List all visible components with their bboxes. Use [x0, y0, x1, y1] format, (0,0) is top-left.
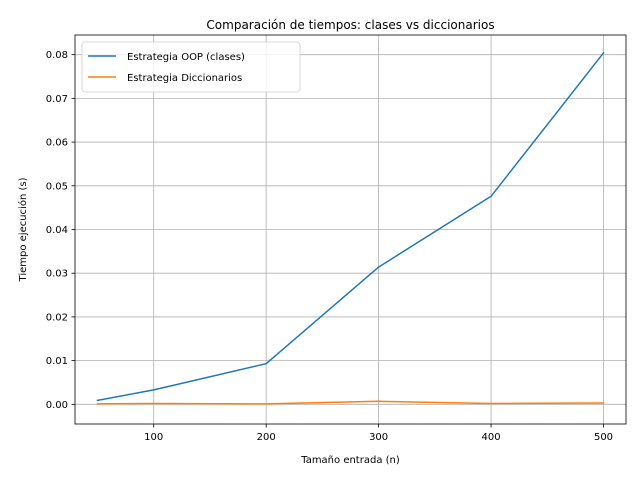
legend-label-oop: Estrategia OOP (clases)	[127, 52, 245, 63]
y-tick-label: 0.08	[46, 50, 68, 61]
y-tick-label: 0.06	[46, 138, 68, 149]
y-tick-label: 0.01	[46, 356, 68, 367]
x-axis-label: Tamaño entrada (n)	[300, 455, 400, 466]
y-tick-label: 0.07	[46, 94, 68, 105]
chart-title: Comparación de tiempos: clases vs diccio…	[206, 18, 494, 32]
legend-label-dicts: Estrategia Diccionarios	[127, 73, 242, 84]
x-tick-label: 300	[369, 432, 388, 443]
x-tick-label: 100	[144, 432, 163, 443]
axis-ticks: 100 200 300 400 500 0.00 0.01 0.02 0.03 0.04 0.05 0…	[46, 50, 613, 443]
x-tick-label: 500	[594, 432, 613, 443]
grid	[75, 35, 626, 424]
legend-box	[81, 41, 301, 93]
series-line-oop	[96, 51, 605, 402]
series-lines	[96, 51, 605, 405]
y-tick-label: 0.03	[46, 269, 68, 280]
y-axis-label: Tiempo ejecución (s)	[17, 177, 29, 282]
x-tick-label: 400	[482, 432, 501, 443]
x-tick-label: 200	[257, 432, 276, 443]
y-tick-label: 0.04	[46, 225, 68, 236]
y-tick-label: 0.02	[46, 312, 68, 323]
y-tick-label: 0.05	[46, 181, 68, 192]
series-line-dicts	[96, 400, 605, 405]
legend: Estrategia OOP (clases) Estrategia Dicci…	[81, 41, 301, 93]
y-tick-label: 0.00	[46, 400, 68, 411]
